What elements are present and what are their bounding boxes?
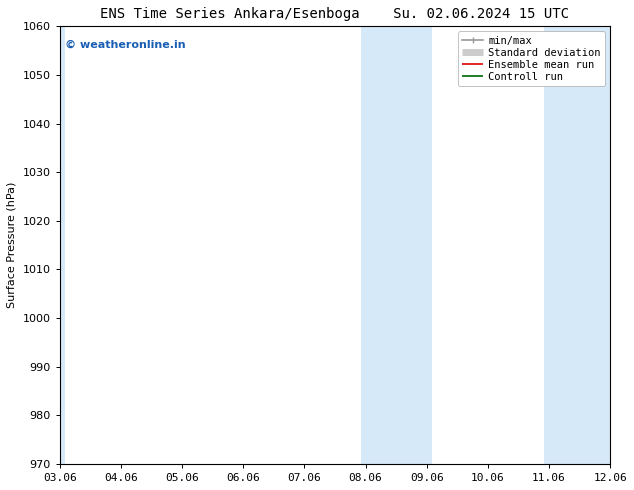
Text: © weatheronline.in: © weatheronline.in [65, 39, 186, 49]
Bar [55, 26, 65, 464]
Bar [361, 26, 432, 464]
Y-axis label: Surface Pressure (hPa): Surface Pressure (hPa) [7, 182, 17, 308]
Bar [544, 26, 615, 464]
Legend: min/max, Standard deviation, Ensemble mean run, Controll run: min/max, Standard deviation, Ensemble me… [458, 31, 605, 86]
Title: ENS Time Series Ankara/Esenboga    Su. 02.06.2024 15 UTC: ENS Time Series Ankara/Esenboga Su. 02.0… [100, 7, 569, 21]
